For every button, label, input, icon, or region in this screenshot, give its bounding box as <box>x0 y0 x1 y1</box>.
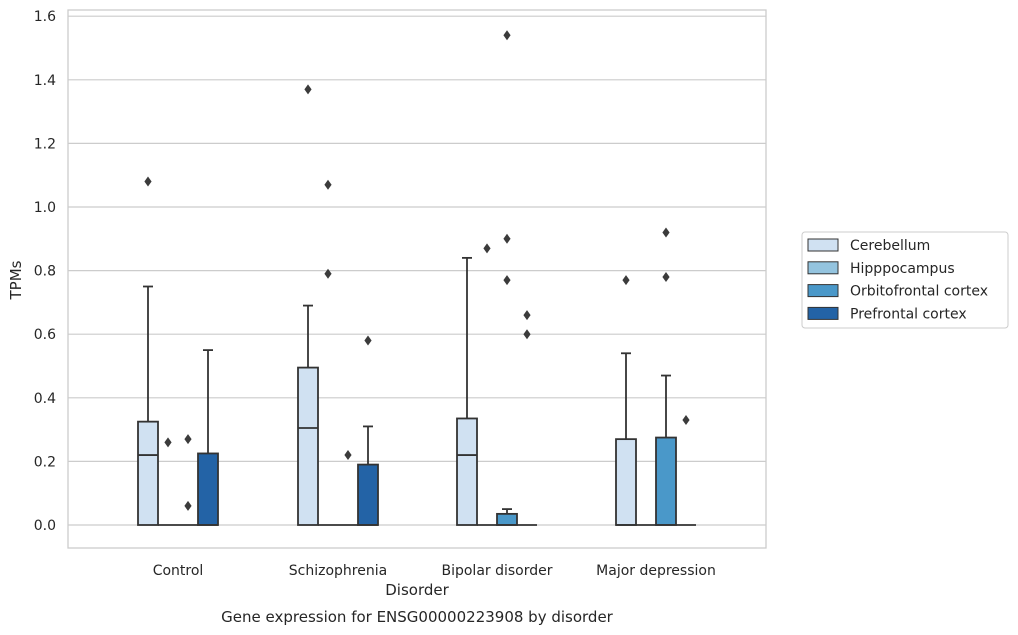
outlier-point <box>184 500 192 511</box>
x-axis-title: Disorder <box>385 581 449 599</box>
y-tick-label: 1.2 <box>34 136 56 152</box>
y-tick-label: 1.0 <box>34 200 56 216</box>
box-body <box>496 512 518 526</box>
legend-label: Orbitofrontal cortex <box>850 284 988 300</box>
legend-swatch <box>807 261 839 275</box>
figure-caption: Gene expression for ENSG00000223908 by d… <box>221 608 614 626</box>
box-body <box>655 436 677 526</box>
outlier-point <box>503 233 511 244</box>
legend-label: Cerebellum <box>850 238 930 254</box>
outlier-point <box>662 271 670 282</box>
box-orbitofrontal-cortex-bipolar-disorder <box>496 30 518 526</box>
x-tick-label: Major depression <box>596 563 716 579</box>
outlier-point <box>164 437 172 448</box>
legend: Cerebellum Hipppocampus Orbitofrontal cort… <box>801 231 1009 329</box>
box-hipppocampus-control <box>158 437 178 526</box>
outlier-point <box>523 329 531 340</box>
box-cerebellum-bipolar-disorder <box>456 256 478 526</box>
box-orbitofrontal-cortex-control <box>178 434 198 526</box>
outlier-point <box>144 176 152 187</box>
y-tick-label: 1.6 <box>34 9 56 25</box>
x-tick-label: Control <box>153 563 204 579</box>
box-body <box>297 366 319 526</box>
outlier-point <box>344 450 352 461</box>
x-tick-labels: Control Schizophrenia Bipolar disorder Majo… <box>153 563 716 579</box>
legend-label: Prefrontal cortex <box>850 306 967 322</box>
y-tick-label: 1.4 <box>34 73 56 89</box>
legend-label: Hipppocampus <box>850 261 955 277</box>
box-hipppocampus-bipolar-disorder <box>477 243 497 526</box>
y-tick-label: 0.0 <box>34 518 56 534</box>
outlier-point <box>682 415 690 426</box>
box-body <box>357 463 379 526</box>
box-orbitofrontal-cortex-schizophrenia <box>338 450 358 526</box>
box-prefrontal-cortex-control <box>197 349 219 526</box>
box-prefrontal-cortex-schizophrenia <box>357 335 379 526</box>
legend-swatch <box>807 306 839 320</box>
outlier-point <box>304 84 312 95</box>
box-body <box>456 417 478 526</box>
outlier-point <box>503 275 511 286</box>
outlier-point <box>662 227 670 238</box>
legend-frame <box>801 231 1009 329</box>
outlier-point <box>324 268 332 279</box>
box-orbitofrontal-cortex-major-depression <box>655 227 677 526</box>
x-tick-label: Bipolar disorder <box>441 563 552 579</box>
y-axis-title: TPMs <box>7 260 25 300</box>
outlier-point <box>184 434 192 445</box>
box-body <box>137 420 159 526</box>
legend-swatch <box>807 284 839 298</box>
box-body <box>197 452 219 526</box>
outlier-point <box>483 243 491 254</box>
outlier-point <box>503 30 511 41</box>
box-series <box>137 30 696 526</box>
y-tick-label: 0.8 <box>34 264 56 280</box>
y-tick-label: 0.6 <box>34 327 56 343</box>
plot-background <box>68 10 766 548</box>
outlier-point <box>364 335 372 346</box>
outlier-point <box>622 275 630 286</box>
y-tick-label: 0.2 <box>34 454 56 470</box>
box-hipppocampus-schizophrenia <box>318 179 338 526</box>
box-cerebellum-major-depression <box>615 275 637 526</box>
box-cerebellum-control <box>137 176 159 526</box>
y-tick-label: 0.4 <box>34 391 56 407</box>
outlier-point <box>523 310 531 321</box>
legend-swatch <box>807 238 839 252</box>
box-prefrontal-cortex-bipolar-disorder <box>517 310 537 526</box>
box-body <box>615 438 637 526</box>
plot-frame <box>67 9 767 549</box>
box-cerebellum-schizophrenia <box>297 84 319 526</box>
outlier-point <box>324 179 332 190</box>
y-tick-labels: 0.0 0.2 0.4 0.6 0.8 1.0 1.2 1.4 1.6 <box>34 9 56 534</box>
box-prefrontal-cortex-major-depression <box>676 415 696 526</box>
x-tick-label: Schizophrenia <box>289 563 387 579</box>
